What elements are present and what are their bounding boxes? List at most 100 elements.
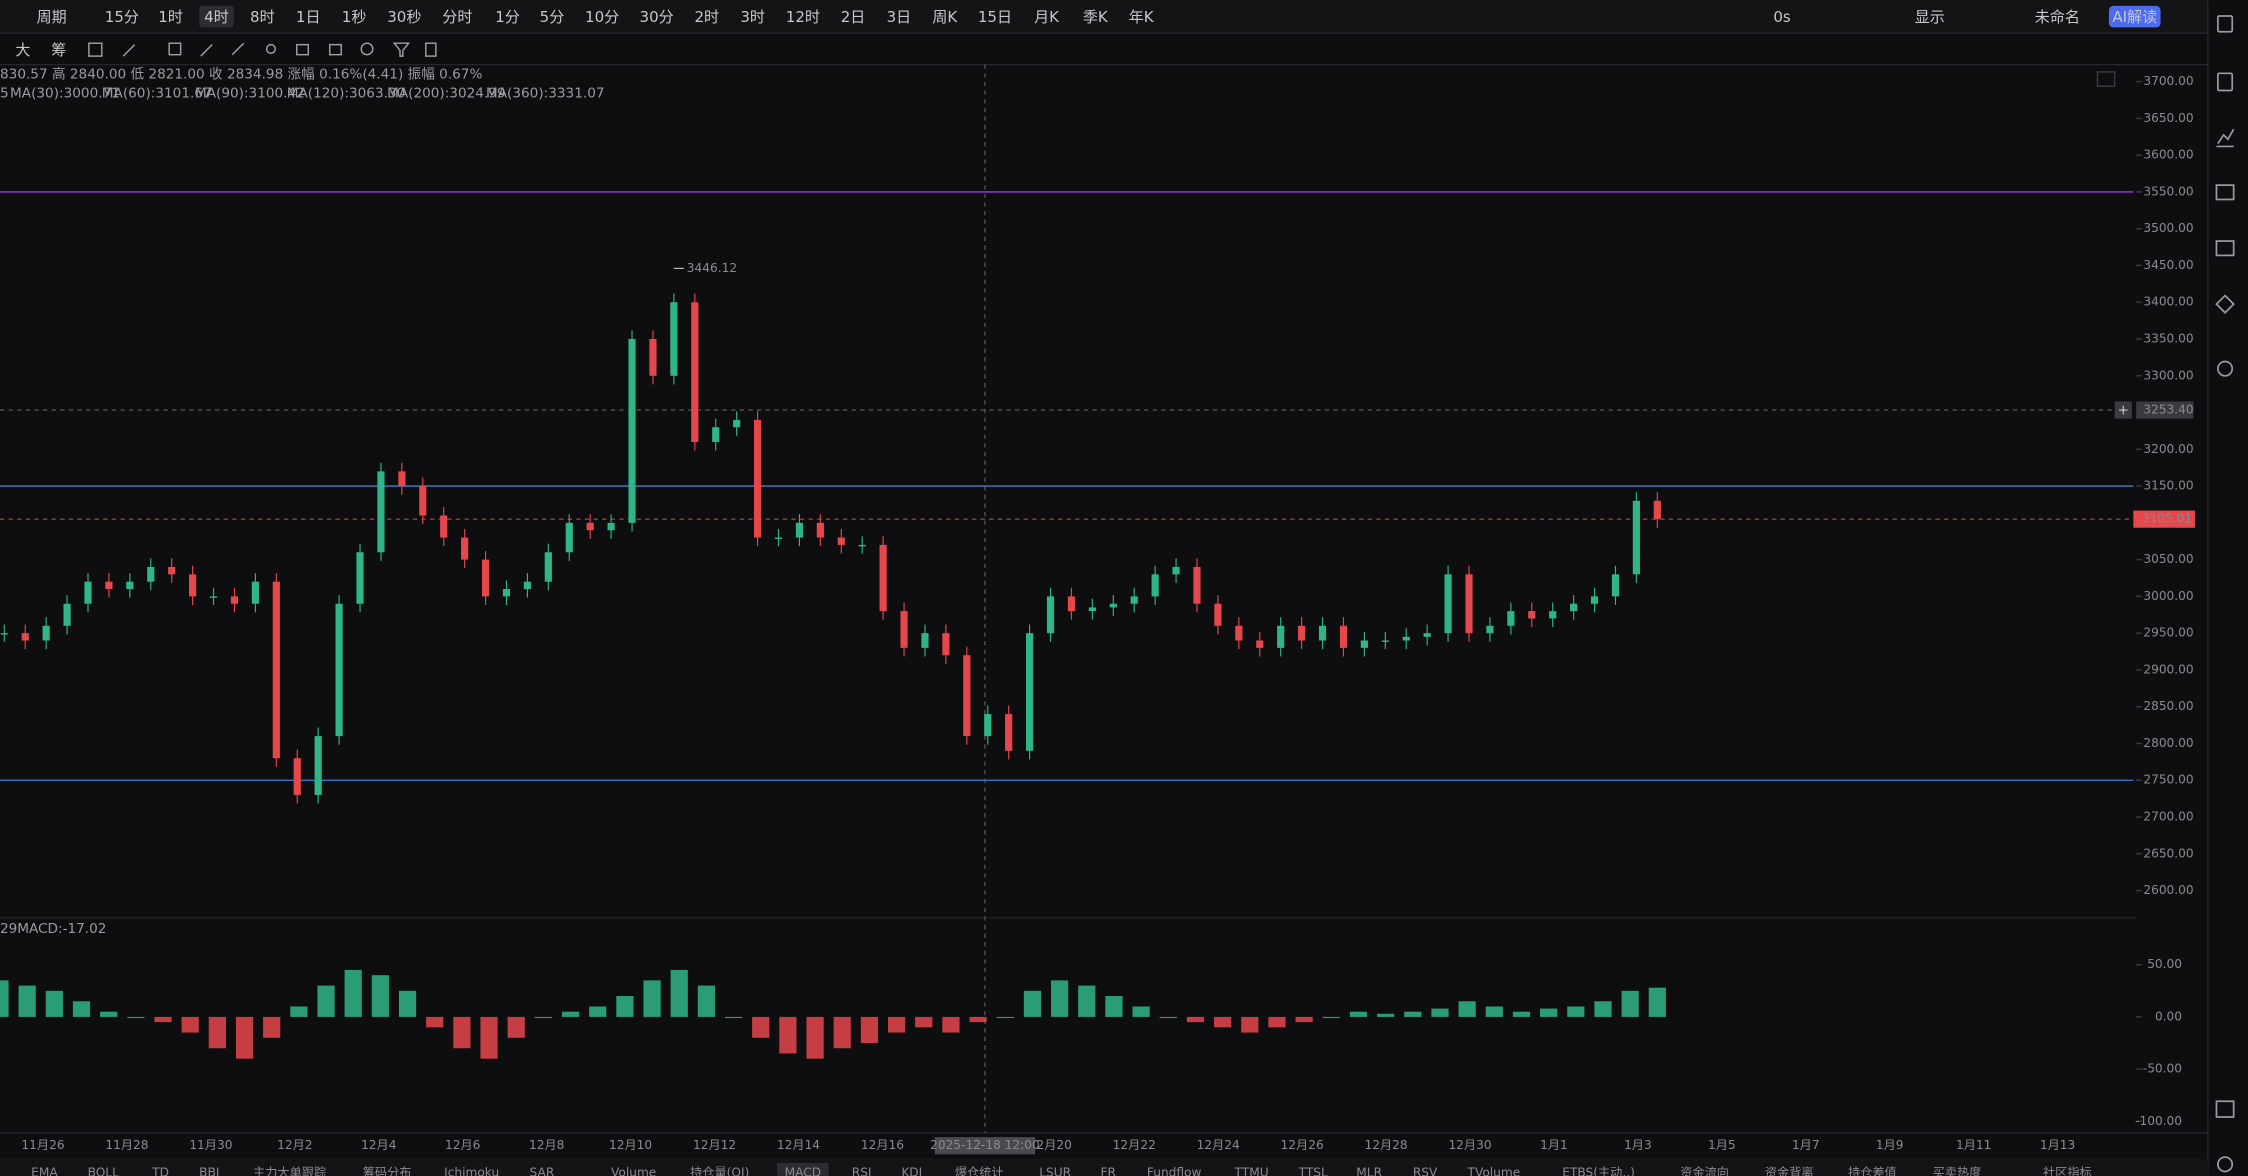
tool-icon[interactable]	[425, 42, 437, 57]
tool-icon[interactable]	[168, 42, 182, 56]
candle-body	[565, 522, 573, 553]
period-button[interactable]: 5分	[540, 8, 565, 26]
candle-body	[879, 544, 887, 612]
period-button[interactable]: 年K	[1129, 8, 1155, 26]
indicator-tab[interactable]: BBI	[199, 1165, 219, 1176]
period-button[interactable]: 30分	[640, 8, 674, 26]
ma-legend: MA(90):3100.42	[195, 85, 305, 101]
macd-bar	[453, 1016, 471, 1049]
period-button[interactable]: 1时	[158, 8, 183, 26]
period-button[interactable]: 月K	[1034, 8, 1060, 26]
tool-icon[interactable]	[200, 44, 213, 57]
indicator-tab[interactable]: TVolume	[1467, 1165, 1521, 1176]
macd-bar	[779, 1016, 797, 1054]
candle-body	[209, 596, 218, 598]
indicator-tab[interactable]: 筹码分布	[363, 1165, 412, 1176]
tool-icon[interactable]	[231, 42, 245, 56]
macd-y-tick-label: 0.00	[2155, 1009, 2182, 1023]
expand-icon[interactable]	[2096, 71, 2116, 87]
ai-button[interactable]: AI解读	[2112, 8, 2157, 26]
period-button[interactable]: 周K	[932, 8, 958, 26]
tool-icon[interactable]	[392, 42, 411, 57]
indicator-tab[interactable]: RSV	[1413, 1165, 1438, 1176]
display-button[interactable]: 显示	[1915, 8, 1945, 26]
indicator-tab[interactable]: KDJ	[901, 1165, 922, 1176]
crosshair-price-bg	[2136, 401, 2194, 419]
indicator-tab[interactable]: TD	[151, 1165, 169, 1176]
layout-name[interactable]: 未命名	[2035, 8, 2080, 26]
indicator-tab[interactable]: MLR	[1356, 1165, 1382, 1176]
icon[interactable]	[2217, 1156, 2234, 1173]
icon[interactable]	[2216, 128, 2235, 148]
period-toolbar	[0, 0, 2208, 34]
icon[interactable]	[2215, 294, 2235, 314]
indicator-tab[interactable]: Volume	[611, 1165, 656, 1176]
indicator-tab[interactable]: LSUR	[1039, 1165, 1071, 1176]
indicator-tab[interactable]: MACD	[785, 1165, 821, 1176]
indicator-tab[interactable]: 资金背离	[1765, 1164, 1814, 1176]
period-button[interactable]: 2日	[841, 8, 866, 26]
candle-body	[1528, 611, 1536, 619]
indicator-tab[interactable]: BOLL	[88, 1165, 119, 1176]
indicator-tab[interactable]: EMA	[31, 1165, 58, 1176]
macd-bar	[1431, 1008, 1449, 1017]
y-tick-label: 2900.00	[2143, 662, 2193, 676]
period-button[interactable]: 4时	[204, 8, 229, 26]
tool-icon[interactable]	[122, 44, 136, 57]
indicator-tab[interactable]: 持仓差值	[1848, 1164, 1897, 1176]
candle-body	[733, 419, 741, 428]
period-button[interactable]: 30秒	[387, 8, 421, 26]
icon[interactable]	[2217, 15, 2234, 33]
drawing-tool[interactable]: 大	[15, 41, 30, 59]
candle-body	[502, 589, 511, 597]
indicator-tab[interactable]: RSI	[852, 1165, 872, 1176]
tool-icon[interactable]	[360, 42, 374, 56]
icon[interactable]	[2215, 184, 2235, 201]
indicator-tab[interactable]: 买卖热度	[1933, 1164, 1982, 1176]
icon[interactable]	[2217, 360, 2234, 377]
period-button[interactable]: 12时	[786, 8, 820, 26]
period-button[interactable]: 1日	[296, 8, 321, 26]
icon[interactable]	[2215, 240, 2235, 257]
indicator-tab[interactable]: ETBS(主动..)	[1562, 1165, 1635, 1176]
indicator-tab[interactable]: SAR	[530, 1165, 555, 1176]
candle-body	[921, 633, 929, 648]
icon[interactable]	[2215, 1100, 2235, 1118]
period-button[interactable]: 10分	[585, 8, 619, 26]
indicator-tab[interactable]: 主力大单跟踪	[253, 1165, 326, 1176]
indicator-tab[interactable]: Ichimoku	[444, 1165, 499, 1176]
period-button[interactable]: 1秒	[342, 8, 367, 26]
indicator-tab[interactable]: 资金流向	[1680, 1164, 1729, 1176]
indicator-tab[interactable]: 社区指标	[2043, 1164, 2092, 1176]
period-button[interactable]: 季K	[1083, 8, 1109, 26]
period-button[interactable]: 2时	[694, 8, 719, 26]
indicator-tab[interactable]: 爆仓统计	[955, 1165, 1004, 1176]
tool-icon[interactable]	[329, 43, 342, 56]
period-button[interactable]: 8时	[250, 8, 275, 26]
indicator-tab[interactable]: 持仓量(OI)	[690, 1164, 749, 1176]
period-button[interactable]: 3日	[887, 8, 912, 26]
indicator-tab[interactable]: Fundflow	[1147, 1165, 1202, 1176]
period-button[interactable]: 3时	[740, 8, 765, 26]
candle-body	[586, 522, 594, 531]
period-button[interactable]: 15分	[105, 8, 139, 26]
tool-icon[interactable]	[88, 42, 103, 57]
indicator-tab[interactable]: TTSL	[1298, 1165, 1328, 1176]
candle-body	[1109, 603, 1117, 608]
period-button[interactable]: 1分	[495, 8, 520, 26]
candle-body	[147, 566, 155, 582]
period-button[interactable]: 15日	[978, 8, 1012, 26]
indicator-tab[interactable]: FR	[1100, 1165, 1116, 1176]
crosshair-time: 2025-12-18 12:00	[930, 1138, 1040, 1152]
x-tick-label: 12月30	[1448, 1138, 1491, 1152]
indicator-tab[interactable]: TTMU	[1234, 1165, 1269, 1176]
y-tick-label: 2950.00	[2143, 626, 2193, 640]
tool-icon[interactable]	[265, 43, 276, 54]
drawing-tool[interactable]: 筹	[51, 41, 66, 59]
tool-icon[interactable]	[296, 43, 309, 56]
period-button[interactable]: 分时	[442, 8, 472, 26]
icon[interactable]	[2217, 72, 2234, 92]
period-button[interactable]: 周期	[37, 8, 67, 26]
candle-body	[607, 522, 615, 531]
